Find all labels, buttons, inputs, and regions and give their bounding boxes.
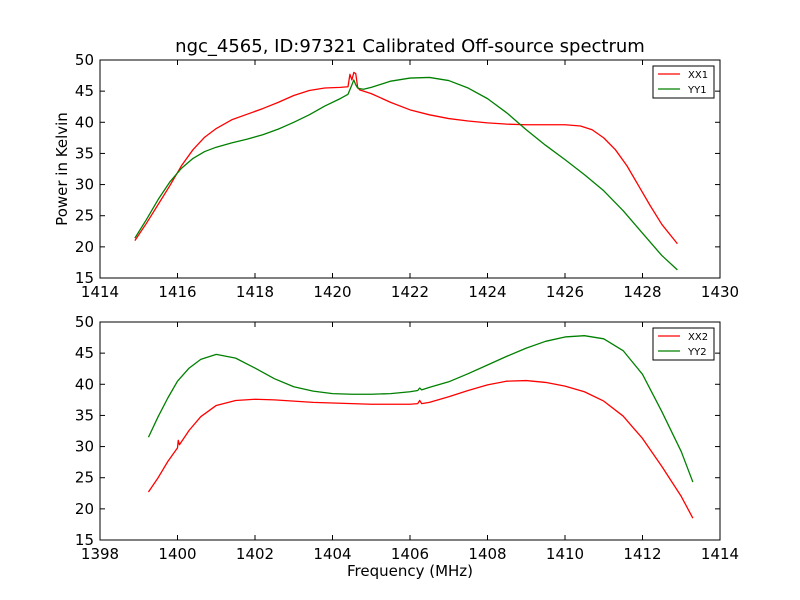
series-line-xx2	[147, 379, 694, 519]
top-plot-legend-frame	[652, 65, 715, 99]
y-tick-label: 25	[75, 207, 94, 225]
x-tick-label: 1406	[391, 545, 429, 563]
y-tick-label: 25	[75, 469, 94, 487]
legend-label-xx2: XX2	[688, 332, 708, 343]
x-tick-label: 1422	[391, 283, 429, 301]
top-plot: 1414 1416 1418 1420 1422 1424 1426 1428 1430 15 2…	[53, 51, 739, 301]
y-tick-label: 30	[75, 176, 94, 194]
chart-title: ngc_4565, ID:97321 Calibrated Off-source…	[175, 36, 645, 57]
y-tick-label: 50	[75, 313, 94, 331]
bottom-plot-xlabel: Frequency (MHz)	[347, 562, 473, 580]
x-tick-label: 1412	[623, 545, 661, 563]
top-plot-x-ticks: 1414 1416 1418 1420 1422 1424 1426 1428 1430	[81, 60, 739, 301]
y-tick-label: 30	[75, 438, 94, 456]
legend-label-xx1: XX1	[688, 70, 708, 81]
x-tick-label: 1400	[158, 545, 196, 563]
y-tick-label: 15	[75, 269, 94, 287]
y-tick-label: 35	[75, 144, 94, 162]
x-tick-label: 1428	[623, 283, 661, 301]
series-line-yy1	[134, 76, 678, 271]
top-plot-legend: XX1 YY1	[652, 65, 715, 99]
y-tick-label: 50	[75, 51, 94, 69]
x-tick-label: 1402	[236, 545, 274, 563]
series-line-yy2	[147, 335, 694, 483]
x-tick-label: 1414	[81, 283, 119, 301]
y-tick-label: 35	[75, 406, 94, 424]
bottom-plot-x-ticks: 1398 1400 1402 1404 1406 1408 1410 1412 1414	[81, 322, 739, 563]
y-tick-label: 45	[75, 344, 94, 362]
x-tick-label: 1398	[81, 545, 119, 563]
x-tick-label: 1416	[158, 283, 196, 301]
x-tick-label: 1430	[701, 283, 739, 301]
y-tick-label: 15	[75, 531, 94, 549]
top-plot-series	[134, 71, 678, 271]
bottom-plot-legend: XX2 YY2	[652, 327, 715, 361]
top-plot-y-ticks: 15 20 25 30 35 40 45 50	[75, 51, 720, 287]
y-tick-label: 40	[75, 113, 94, 131]
x-tick-label: 1408	[468, 545, 506, 563]
x-tick-label: 1424	[468, 283, 506, 301]
x-tick-label: 1426	[546, 283, 584, 301]
y-tick-label: 40	[75, 375, 94, 393]
x-tick-label: 1418	[236, 283, 274, 301]
bottom-plot: 1398 1400 1402 1404 1406 1408 1410 1412 1414 15 2…	[75, 313, 739, 580]
legend-label-yy1: YY1	[687, 85, 707, 96]
x-tick-label: 1410	[546, 545, 584, 563]
legend-label-yy2: YY2	[687, 347, 707, 358]
x-tick-label: 1404	[313, 545, 351, 563]
y-tick-label: 45	[75, 82, 94, 100]
top-plot-ylabel: Power in Kelvin	[53, 112, 71, 226]
bottom-plot-y-ticks: 15 20 25 30 35 40 45 50	[75, 313, 720, 549]
bottom-plot-legend-frame	[652, 327, 715, 361]
x-tick-label: 1420	[313, 283, 351, 301]
x-tick-label: 1414	[701, 545, 739, 563]
y-tick-label: 20	[75, 238, 94, 256]
bottom-plot-series	[147, 335, 694, 519]
y-tick-label: 20	[75, 500, 94, 518]
